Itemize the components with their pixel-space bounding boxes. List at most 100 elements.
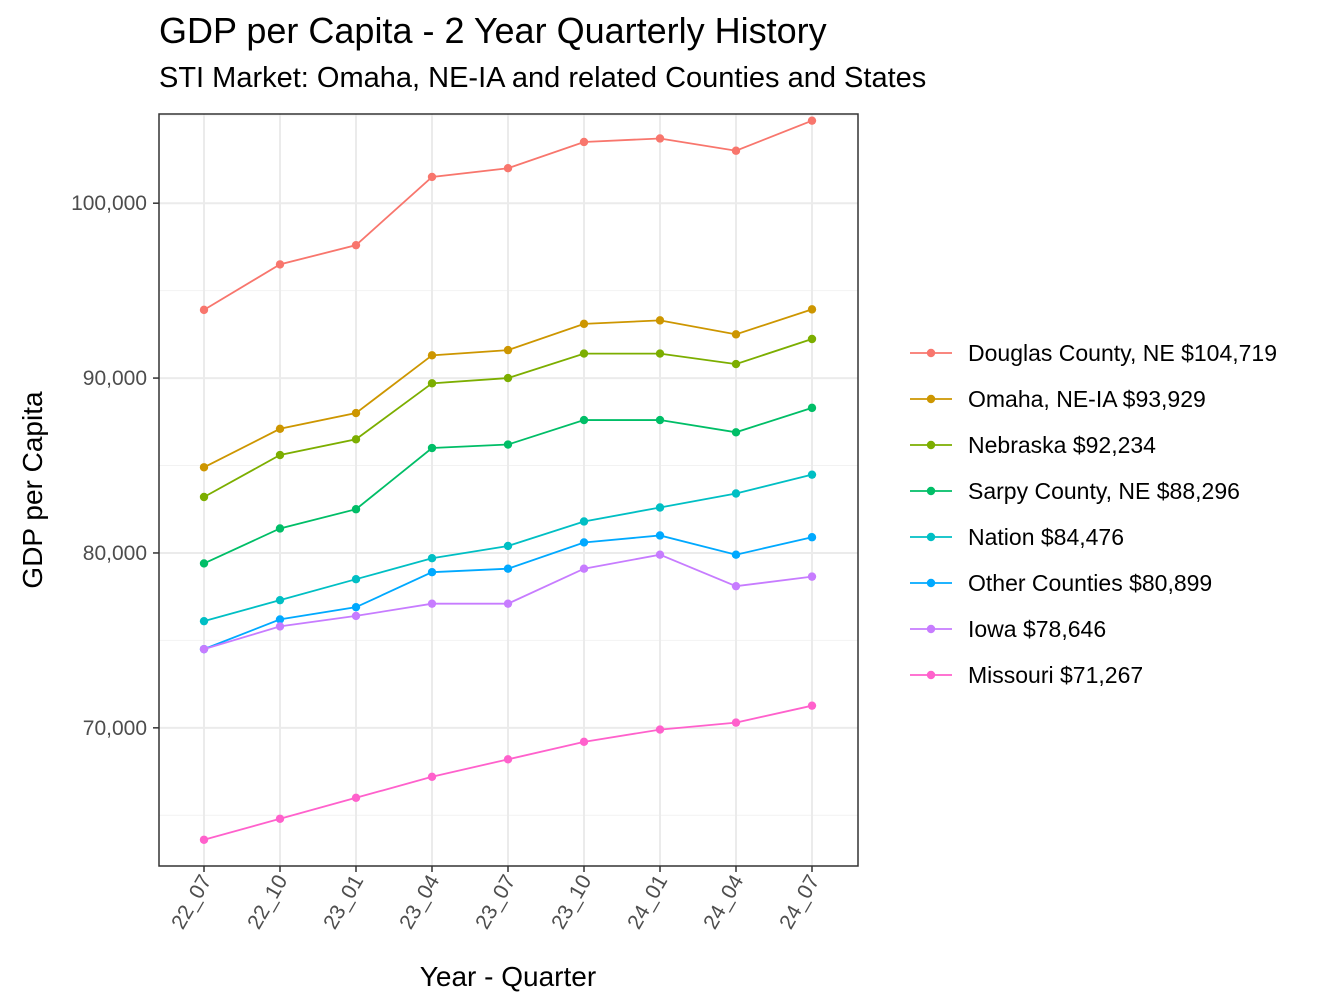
x-tick-label: 23_01 — [319, 871, 368, 933]
x-tick-label: 22_10 — [243, 871, 292, 933]
data-point — [655, 316, 665, 325]
legend-item: Nebraska $92,234 — [910, 432, 1156, 458]
data-point — [655, 415, 665, 425]
legend-key-point — [926, 394, 936, 404]
legend: Douglas County, NE $104,719 Omaha, NE-IA … — [910, 340, 1277, 688]
data-point — [807, 470, 817, 479]
legend-key-point — [926, 670, 936, 680]
data-point — [199, 835, 209, 844]
data-point — [351, 435, 361, 444]
legend-label: Sarpy County, NE $88,296 — [968, 478, 1240, 504]
data-point — [199, 463, 209, 472]
data-point — [731, 428, 741, 437]
series-layer — [199, 116, 817, 844]
data-point — [579, 517, 589, 526]
data-point — [199, 559, 209, 568]
data-point — [503, 373, 513, 383]
data-point — [655, 725, 665, 734]
legend-item: Nation $84,476 — [910, 524, 1124, 550]
legend-label: Iowa $78,646 — [968, 616, 1106, 642]
legend-key-point — [926, 348, 936, 358]
series-other — [199, 531, 817, 654]
legend-item: Douglas County, NE $104,719 — [910, 340, 1277, 366]
data-point — [427, 443, 437, 453]
x-tick-label: 23_07 — [471, 871, 520, 933]
data-point — [427, 599, 437, 608]
data-point — [655, 134, 665, 143]
data-point — [351, 793, 361, 802]
data-point — [199, 305, 209, 315]
data-point — [579, 349, 589, 358]
series-nation — [199, 470, 817, 626]
x-tick-label: 23_04 — [395, 871, 444, 933]
legend-item: Missouri $71,267 — [910, 662, 1143, 688]
data-point — [807, 305, 817, 314]
series-nebraska — [199, 334, 817, 502]
data-point — [731, 359, 741, 369]
data-point — [351, 240, 361, 250]
data-point — [275, 524, 285, 533]
legend-label: Douglas County, NE $104,719 — [968, 340, 1277, 366]
y-axis-title: GDP per Capita — [17, 391, 48, 589]
data-point — [579, 319, 589, 329]
legend-key-point — [926, 578, 936, 588]
legend-key-point — [926, 486, 936, 496]
data-point — [351, 574, 361, 584]
data-point — [351, 505, 361, 514]
data-point — [503, 564, 513, 573]
data-point — [655, 503, 665, 512]
legend-item: Other Counties $80,899 — [910, 570, 1212, 596]
data-point — [351, 408, 361, 418]
data-point — [275, 260, 285, 269]
data-point — [731, 550, 741, 559]
data-point — [503, 164, 513, 173]
data-point — [579, 538, 589, 547]
y-tick-label: 80,000 — [83, 542, 147, 565]
data-point — [807, 701, 817, 710]
data-point — [199, 492, 209, 502]
data-point — [427, 554, 437, 563]
legend-label: Nation $84,476 — [968, 524, 1124, 550]
series-sarpy — [199, 403, 817, 568]
x-tick-label: 24_07 — [775, 871, 824, 933]
series-omaha, — [199, 305, 817, 472]
x-tick-label: 24_04 — [699, 871, 748, 933]
data-point — [807, 572, 817, 581]
series-missouri — [199, 701, 817, 844]
data-point — [351, 611, 361, 621]
y-axis: 70,000 80,000 90,000 100,000 — [71, 192, 159, 740]
data-point — [655, 531, 665, 540]
series-douglas — [199, 116, 817, 315]
data-point — [199, 644, 209, 654]
x-axis-title: Year - Quarter — [420, 961, 596, 992]
data-point — [503, 345, 513, 355]
chart-title: GDP per Capita - 2 Year Quarterly Histor… — [159, 10, 827, 51]
data-point — [427, 172, 437, 182]
data-point — [275, 424, 285, 433]
data-point — [503, 541, 513, 551]
data-point — [807, 334, 817, 344]
y-tick-label: 70,000 — [83, 717, 147, 740]
legend-item: Sarpy County, NE $88,296 — [910, 478, 1240, 504]
legend-label: Other Counties $80,899 — [968, 570, 1212, 596]
data-point — [275, 450, 285, 460]
data-point — [807, 533, 817, 542]
x-tick-label: 24_01 — [623, 871, 672, 933]
data-point — [275, 615, 285, 624]
legend-label: Nebraska $92,234 — [968, 432, 1156, 458]
data-point — [427, 772, 437, 782]
data-point — [731, 146, 741, 155]
data-point — [199, 616, 209, 626]
chart-subtitle: STI Market: Omaha, NE-IA and related Cou… — [159, 62, 927, 94]
data-point — [351, 602, 361, 612]
data-point — [731, 581, 741, 591]
series-iowa — [199, 550, 817, 654]
y-tick-label: 100,000 — [71, 192, 147, 215]
data-point — [655, 550, 665, 559]
legend-key-point — [926, 440, 936, 450]
legend-label: Missouri $71,267 — [968, 662, 1143, 688]
legend-item: Omaha, NE-IA $93,929 — [910, 386, 1206, 412]
data-point — [503, 440, 513, 449]
data-point — [275, 622, 285, 631]
